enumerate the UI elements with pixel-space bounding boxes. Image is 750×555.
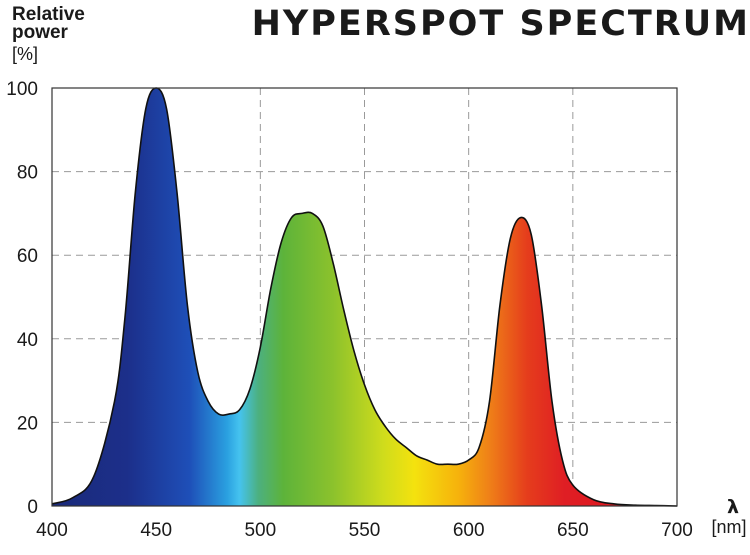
x-tick-label: 500 — [244, 520, 276, 541]
y-tick-label: 80 — [17, 163, 38, 184]
y-tick-label: 20 — [17, 413, 38, 434]
y-axis-unit: [%] — [12, 44, 38, 64]
x-tick-label: 550 — [349, 520, 381, 541]
x-axis-label: λ — [727, 496, 739, 518]
series-line — [51, 87, 678, 507]
y-tick-label: 60 — [17, 246, 38, 267]
y-tick-label: 100 — [6, 79, 38, 100]
y-tick-label: 40 — [17, 330, 38, 351]
x-axis-unit: [nm] — [711, 517, 746, 537]
y-axis-label-line2: power — [12, 22, 69, 43]
y-tick-label: 0 — [27, 497, 38, 518]
tick-labels: 400 450 500 550 600 650 700 0 20 40 60 80 100 — [6, 79, 693, 541]
x-tick-label: 650 — [557, 520, 589, 541]
chart-title: HYPERSPOT SPECTRUM — [252, 4, 750, 44]
x-tick-label: 400 — [36, 520, 68, 541]
x-tick-label: 600 — [453, 520, 485, 541]
plot-frame — [51, 87, 678, 507]
x-tick-label: 700 — [661, 520, 693, 541]
y-axis-label-line1: Relative — [12, 4, 85, 25]
x-tick-label: 450 — [140, 520, 172, 541]
